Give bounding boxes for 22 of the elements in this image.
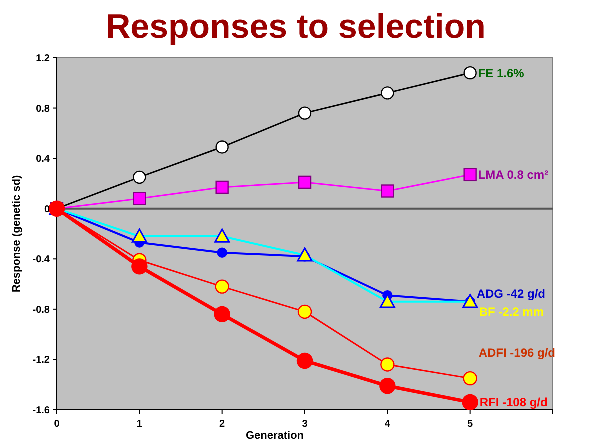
y-tick-label: 0.4 [36, 154, 50, 166]
x-tick-label: 2 [220, 419, 226, 430]
series-label: BF -2.2 mm [479, 305, 544, 320]
series-label: RFI -108 g/d [480, 396, 548, 410]
x-tick-label: 3 [302, 419, 308, 430]
y-tick-label: -1.6 [32, 406, 50, 416]
x-tick-label: 0 [54, 419, 60, 430]
series-label: LMA 0.8 cm² [478, 168, 549, 182]
y-tick-label: 1.2 [36, 54, 50, 64]
y-tick-label: 0.8 [36, 104, 50, 115]
y-tick-label: -0.8 [32, 304, 50, 316]
x-tick-label: 4 [384, 419, 391, 430]
series-label: ADG -42 g/d [476, 287, 546, 302]
y-axis-title: Response (genetic sd) [11, 174, 23, 293]
x-tick-label: 1 [136, 419, 143, 430]
y-tick-label: -1.2 [32, 355, 50, 366]
x-tick-label: 5 [468, 419, 474, 430]
y-tick-label: -0.4 [32, 254, 50, 266]
x-axis-title: Generation [246, 430, 304, 442]
series-label: FE 1.6% [478, 66, 525, 80]
series-label: ADFI -196 g/d [478, 346, 556, 360]
chart-title: Responses to selection [106, 8, 486, 46]
